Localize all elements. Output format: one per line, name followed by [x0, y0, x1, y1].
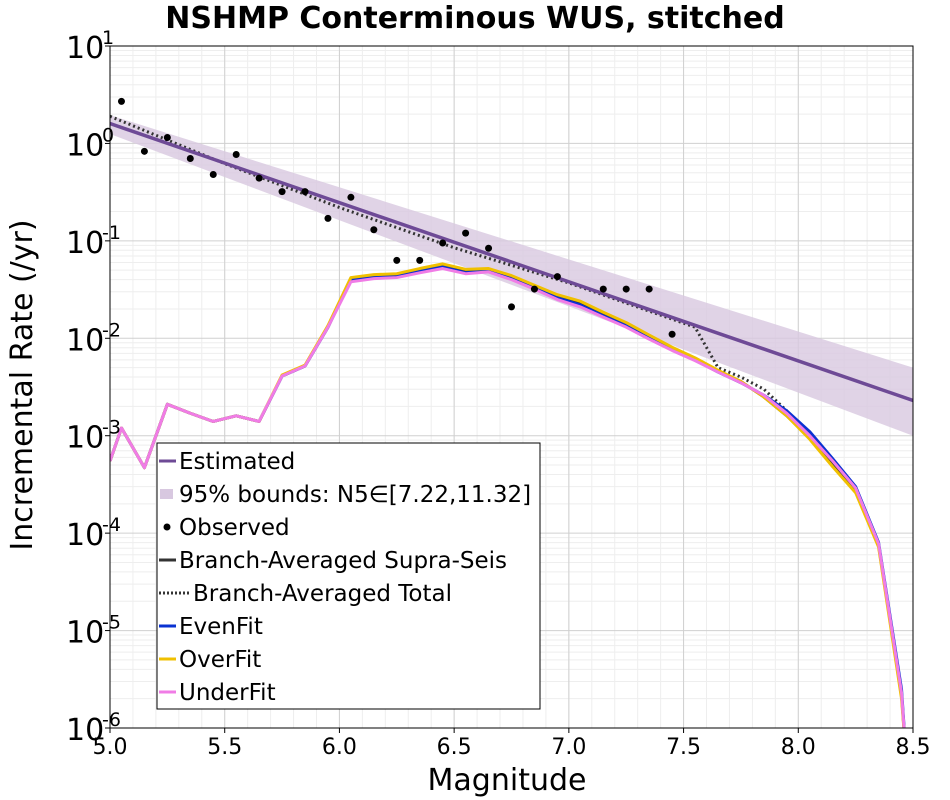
plot-area: [110, 97, 913, 728]
observed-point: [599, 285, 607, 293]
x-tick-label: 7.0: [551, 735, 586, 760]
x-axis-ticks: 5.0 5.5 6.0 6.5 7.0 7.5 8.0 8.5: [93, 728, 931, 760]
y-tick-exponent: -2: [102, 319, 121, 341]
y-tick-label: 10: [66, 128, 104, 163]
plot-frame: [109, 45, 914, 729]
y-tick-exponent: -6: [102, 709, 121, 731]
observed-point: [324, 214, 332, 222]
y-tick-exponent: -4: [102, 514, 121, 536]
observed-point: [301, 188, 309, 196]
x-tick-label: 5.0: [93, 735, 128, 760]
legend-box: [156, 442, 541, 710]
observed-point: [278, 188, 286, 196]
x-tick-label: 6.5: [437, 735, 472, 760]
y-tick-exponent: 1: [102, 27, 114, 49]
legend-label-estimated: Estimated: [179, 449, 295, 475]
x-tick-label: 6.0: [322, 735, 357, 760]
legend-swatch-observed: [163, 523, 171, 531]
y-tick-label: 10: [66, 713, 104, 748]
y-tick-label: 10: [66, 226, 104, 261]
observed-point: [370, 226, 378, 234]
observed-point: [485, 244, 493, 252]
observed-point: [163, 134, 171, 142]
y-tick-label: 10: [66, 421, 104, 456]
y-tick-label: 10: [66, 518, 104, 553]
observed-point: [393, 256, 401, 264]
observed-point: [186, 155, 194, 163]
series-line-underfit: [110, 267, 906, 728]
legend-swatch-95-bounds-n5-7-22-11-32: [160, 489, 173, 499]
observed-point: [140, 147, 148, 155]
observed-point: [232, 150, 240, 158]
y-tick-exponent: -3: [102, 417, 121, 439]
observed-point: [255, 174, 263, 182]
y-tick-exponent: 0: [102, 124, 114, 146]
legend-label-branch-averaged-total: Branch-Averaged Total: [193, 581, 452, 607]
y-axis-label: Incremental Rate (/yr): [5, 219, 40, 550]
observed-point: [622, 285, 630, 293]
y-tick-exponent: -1: [102, 222, 121, 244]
legend-label-overfit: OverFit: [179, 647, 261, 673]
legend: Estimated 95% bounds: N5∈[7.22,11.32] Obse…: [156, 442, 541, 710]
observed-point: [530, 285, 538, 293]
observed-point: [462, 229, 470, 237]
x-axis-label: Magnitude: [428, 763, 587, 798]
observed-point: [439, 239, 447, 247]
legend-label-95-bounds-n5-7-22-11-32: 95% bounds: N5∈[7.22,11.32]: [179, 482, 531, 508]
legend-label-underfit: UnderFit: [179, 680, 276, 706]
estimated-line: [110, 121, 913, 403]
x-tick-label: 5.5: [207, 735, 242, 760]
legend-label-branch-averaged-supra-seis: Branch-Averaged Supra-Seis: [179, 548, 507, 574]
observed-point: [645, 285, 653, 293]
legend-label-evenfit: EvenFit: [179, 614, 263, 640]
x-tick-label: 7.5: [666, 735, 701, 760]
y-tick-label: 10: [66, 616, 104, 651]
legend-label-observed: Observed: [179, 515, 290, 541]
chart-title: NSHMP Conterminous WUS, stitched: [165, 1, 784, 36]
y-tick-label: 10: [66, 323, 104, 358]
y-tick-exponent: -5: [102, 612, 121, 634]
observed-point: [508, 303, 515, 311]
observed-point: [416, 256, 424, 264]
observed-point: [209, 170, 217, 178]
x-tick-label: 8.0: [781, 735, 816, 760]
observed-point: [347, 193, 355, 201]
observed-point: [668, 330, 676, 338]
observed-point: [117, 97, 125, 105]
x-tick-label: 8.5: [896, 735, 931, 760]
plot-content: [110, 97, 913, 728]
observed-point: [553, 273, 561, 281]
y-tick-label: 10: [66, 31, 104, 66]
